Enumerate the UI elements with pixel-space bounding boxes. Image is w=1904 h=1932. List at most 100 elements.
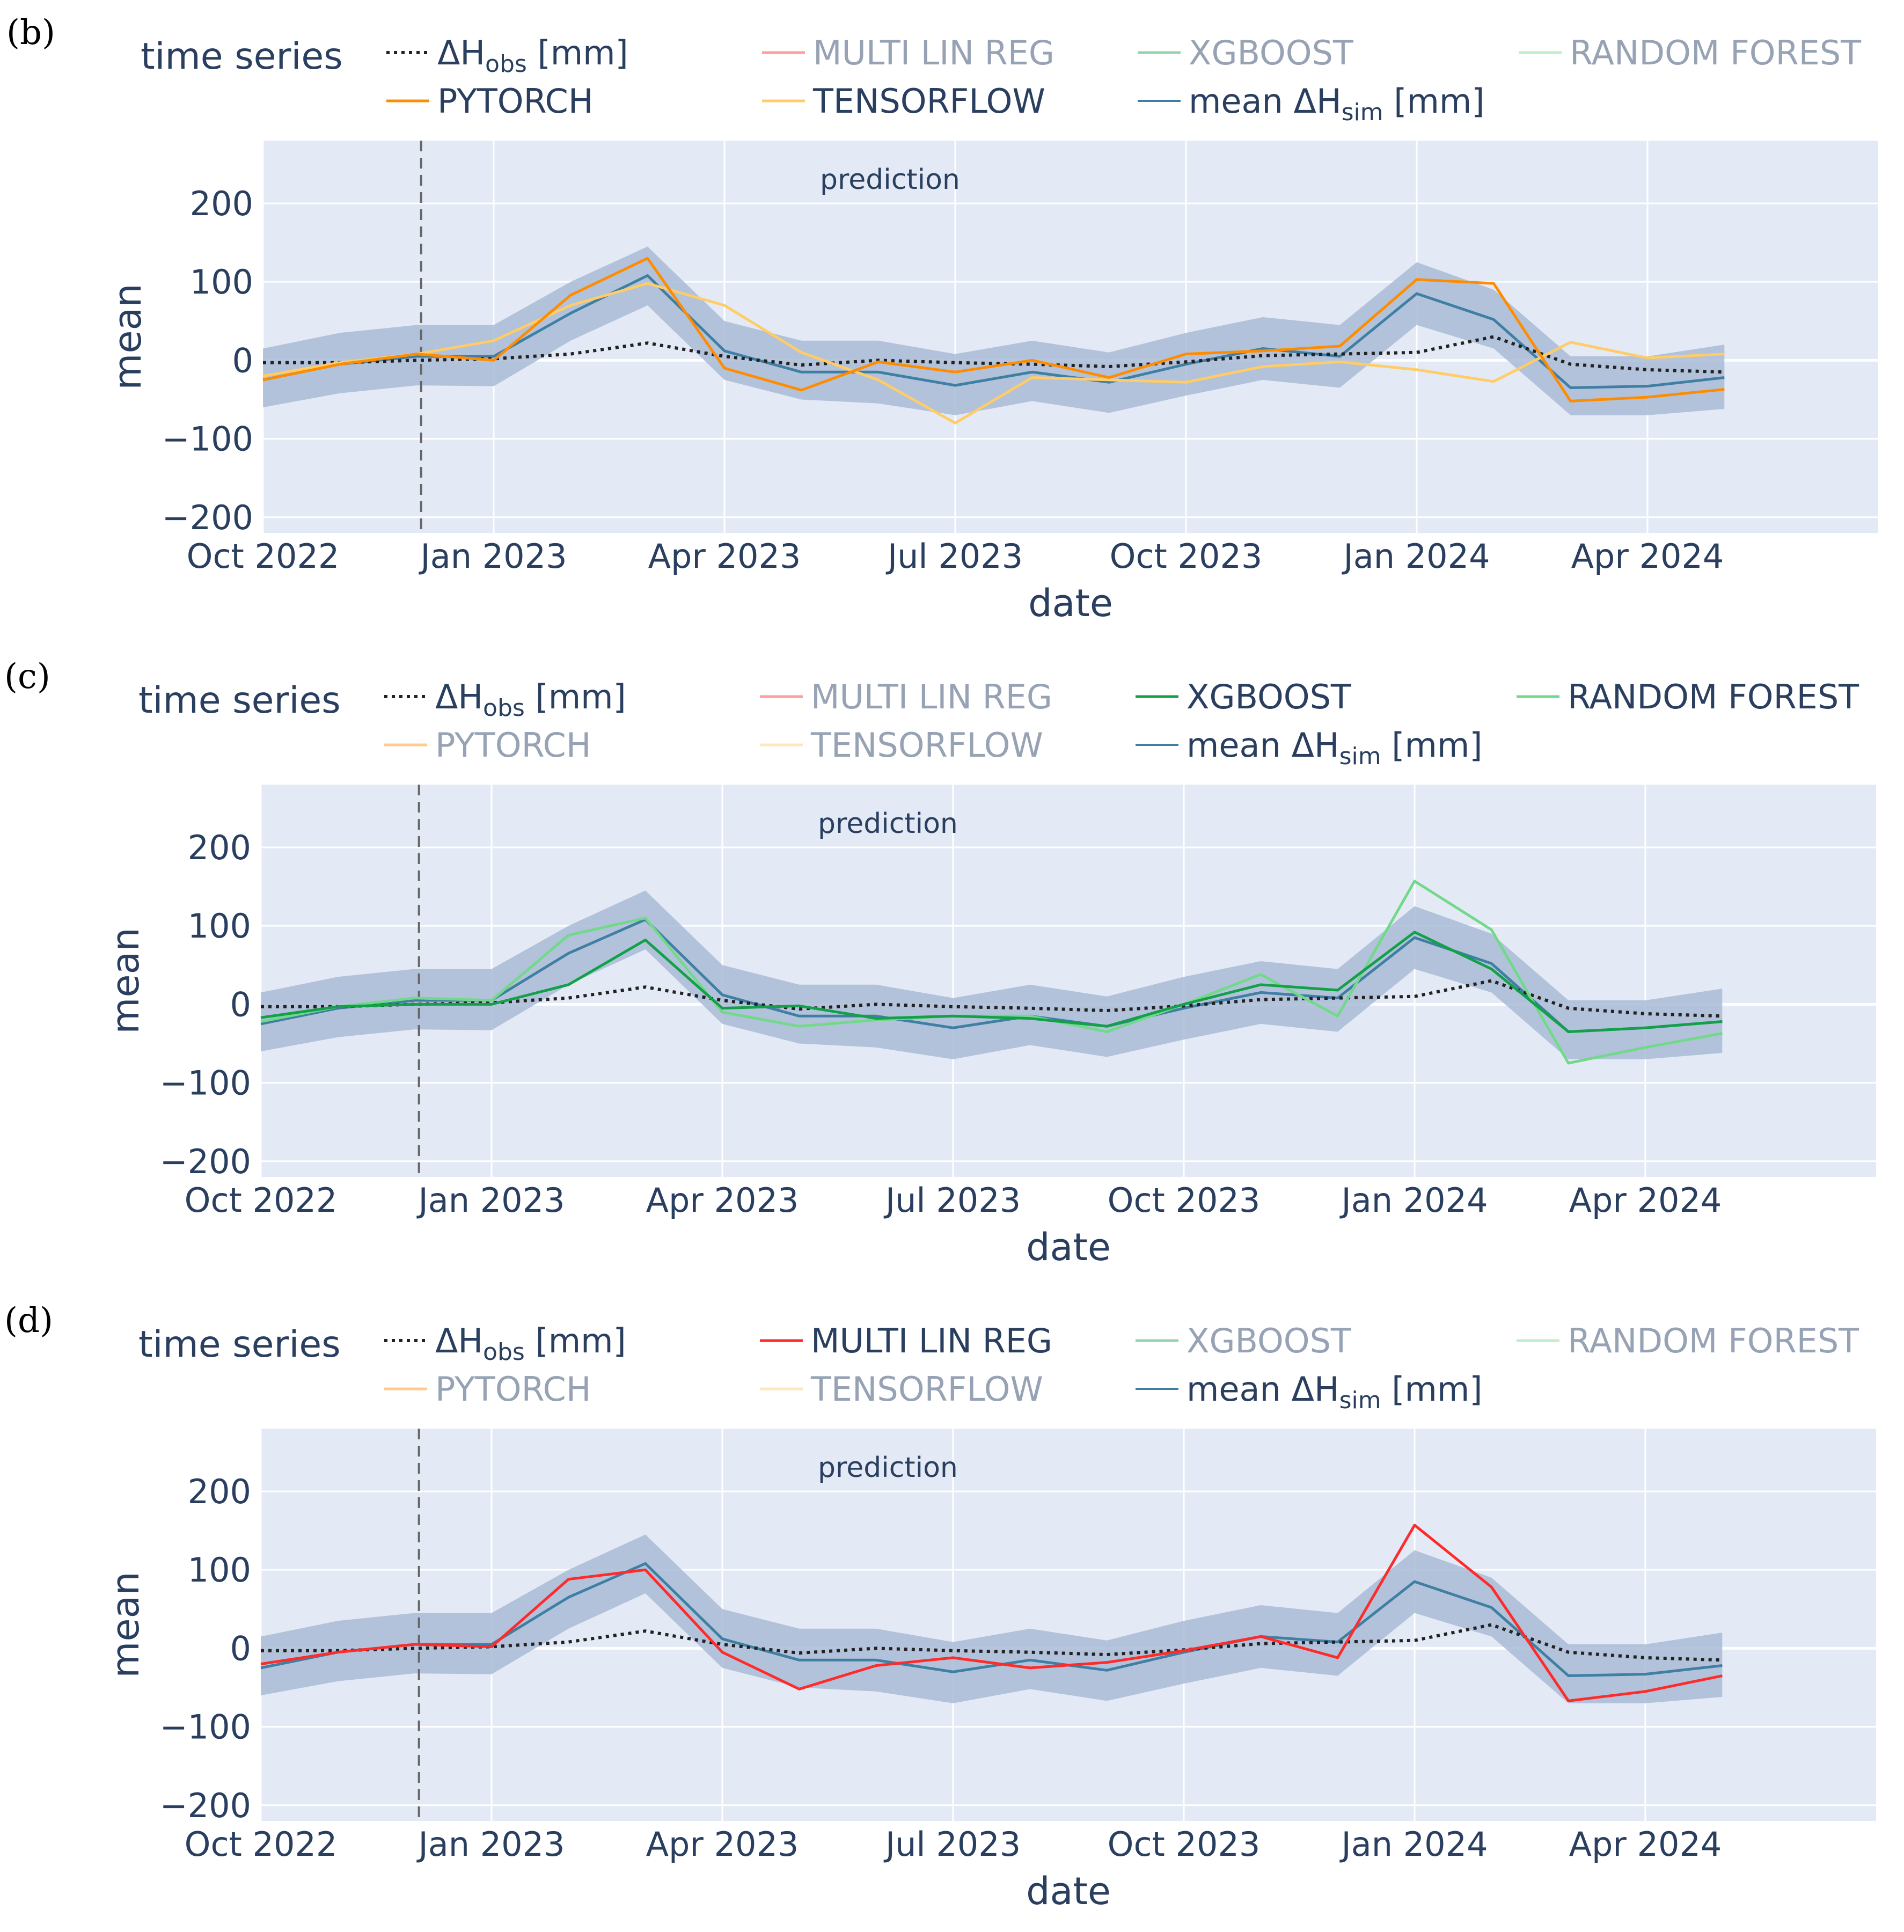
legend-text: RANDOM FOREST [1568,1321,1859,1360]
x-tick-label: Apr 2023 [646,1825,799,1864]
prediction-label: prediction [818,1452,958,1484]
legend-item-sim: mean ΔHsim [mm] [1136,1370,1482,1414]
legend-label-xgb: XGBOOST [1189,33,1354,72]
y-tick-label: 100 [188,906,251,946]
panel-b: (b) time series ΔHobs [mm] MULTI LIN REG XGB… [6,13,1878,625]
legend-text: ΔH [435,1321,483,1360]
legend-item-rf: RANDOM FOREST [1519,33,1862,72]
legend-item-pt: PYTORCH [386,82,593,121]
legend-subscript: obs [483,1338,525,1366]
legend-subscript: sim [1339,1387,1381,1414]
legend-text: PYTORCH [435,1370,591,1409]
legend-title: time series [138,1323,341,1366]
legend-text: mean ΔH [1189,82,1342,121]
x-tick-label: Apr 2024 [1571,537,1724,576]
y-axis-title: mean [104,927,148,1034]
legend-text: XGBOOST [1189,33,1354,72]
y-tick-label: 200 [190,184,253,223]
legend-text: RANDOM FOREST [1570,33,1862,72]
legend-text: RANDOM FOREST [1568,677,1859,716]
legend-label-xgb: XGBOOST [1187,677,1352,716]
legend-label-sim: mean ΔHsim [mm] [1189,82,1484,126]
legend-label-sim: mean ΔHsim [mm] [1187,1370,1482,1414]
legend-item-mlr: MULTI LIN REG [762,33,1054,72]
legend-label-mlr: MULTI LIN REG [813,33,1054,72]
x-tick-label: Jan 2023 [416,1181,565,1220]
legend-text: XGBOOST [1187,677,1352,716]
legend-item-xgb: XGBOOST [1138,33,1354,72]
legend-text: TENSORFLOW [810,1370,1043,1409]
legend-item-mlr: MULTI LIN REG [760,1321,1052,1360]
legend-label-obs: ΔHobs [mm] [435,1321,626,1366]
y-tick-label: −200 [162,498,253,537]
legend-unit: [mm] [1381,1370,1483,1409]
series-line-mlr [260,1524,1723,1702]
y-tick-label: 100 [190,262,253,302]
x-tick-label: Jan 2024 [1339,1825,1488,1864]
legend-unit: [mm] [1381,726,1483,765]
legend-subscript: sim [1339,743,1381,770]
legend-label-obs: ΔHobs [mm] [437,33,628,78]
legend-label-mlr: MULTI LIN REG [811,1321,1052,1360]
legend-item-tf: TENSORFLOW [760,726,1043,765]
legend-label-pt: PYTORCH [437,82,593,121]
legend-item-tf: TENSORFLOW [762,82,1045,121]
y-tick-label: −100 [162,420,253,459]
panel-d: (d) time series ΔHobs [mm] MULTI LIN REG XGB… [4,1301,1876,1913]
legend-unit: [mm] [525,1321,626,1360]
legend-label-obs: ΔHobs [mm] [435,677,626,722]
x-tick-label: Apr 2023 [646,1181,799,1220]
legend-title: time series [138,679,341,722]
prediction-label: prediction [820,164,960,196]
y-axis-title: mean [106,283,150,390]
x-tick-label: Apr 2023 [648,537,801,576]
legend-item-sim: mean ΔHsim [mm] [1136,726,1482,770]
legend-unit: [mm] [527,33,628,72]
x-axis-title: date [1026,1869,1111,1913]
y-tick-label: 0 [230,1629,251,1668]
legend-text: TENSORFLOW [810,726,1043,765]
legend-subscript: sim [1342,99,1383,126]
y-tick-label: −200 [160,1142,251,1181]
x-axis-title: date [1026,1225,1111,1269]
prediction-label: prediction [818,808,958,840]
legend-item-tf: TENSORFLOW [760,1370,1043,1409]
band-area [261,890,1723,1059]
legend-item-pt: PYTORCH [384,1370,591,1409]
legend-label-rf: RANDOM FOREST [1568,677,1859,716]
panel-c: (c) time series ΔHobs [mm] MULTI LIN REG XGB… [4,657,1876,1269]
series-line-sim [260,918,1723,1034]
x-tick-label: Jul 2023 [883,1825,1021,1864]
legend-item-xgb: XGBOOST [1136,1321,1352,1360]
legend-subscript: obs [483,694,525,722]
legend-label-pt: PYTORCH [435,726,591,765]
legend-text: TENSORFLOW [812,82,1045,121]
legend-text: MULTI LIN REG [811,1321,1052,1360]
x-tick-label: Oct 2022 [185,1181,338,1220]
panel-label: (d) [4,1301,53,1341]
legend-item-sim: mean ΔHsim [mm] [1138,82,1484,126]
x-tick-label: Jan 2023 [418,537,567,576]
x-tick-label: Oct 2022 [185,1825,338,1864]
legend-title: time series [141,35,343,78]
legend-label-tf: TENSORFLOW [812,82,1045,121]
legend-item-xgb: XGBOOST [1136,677,1352,716]
legend-unit: [mm] [525,677,626,716]
legend-text: MULTI LIN REG [811,677,1052,716]
legend-item-rf: RANDOM FOREST [1517,677,1859,716]
band-area [261,1534,1723,1703]
legend-text: ΔH [437,33,485,72]
legend-label-tf: TENSORFLOW [810,726,1043,765]
x-tick-label: Apr 2024 [1569,1181,1722,1220]
y-tick-label: 200 [188,1472,251,1511]
legend-item-obs: ΔHobs [mm] [384,677,626,722]
x-tick-label: Oct 2023 [1110,537,1263,576]
y-tick-label: 0 [230,985,251,1024]
legend-label-mlr: MULTI LIN REG [811,677,1052,716]
legend-text: ΔH [435,677,483,716]
y-tick-label: 200 [188,828,251,867]
legend-text: XGBOOST [1187,1321,1352,1360]
x-tick-label: Jan 2023 [416,1825,565,1864]
legend-label-tf: TENSORFLOW [810,1370,1043,1409]
